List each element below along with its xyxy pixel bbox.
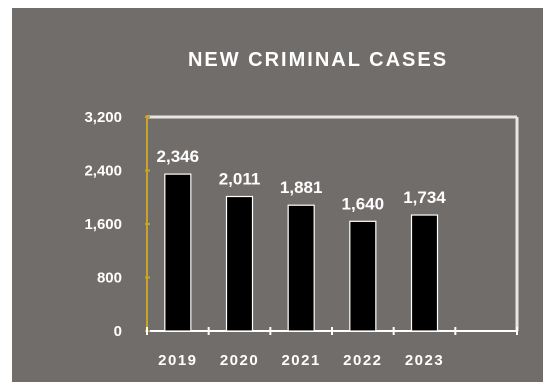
x-tick-label-2022: 2022 [343, 352, 382, 369]
x-tick-label-2020: 2020 [220, 352, 259, 369]
bar-2021 [287, 204, 315, 332]
y-tick-label: 0 [114, 323, 122, 340]
data-label-2023: 1,734 [403, 188, 446, 207]
data-label-2021: 1,881 [280, 178, 323, 197]
bar-2019 [164, 173, 192, 332]
y-tick-label: 1,600 [84, 216, 122, 233]
data-label-2019: 2,346 [157, 147, 200, 166]
bar-2022 [349, 220, 377, 332]
bar-chart: NEW CRIMINAL CASES 0 800 1,600 2,400 3,200 2… [84, 49, 519, 369]
x-axis-ticks: 2019 2020 2021 2022 2023 [146, 327, 518, 369]
chart-panel: NEW CRIMINAL CASES 0 800 1,600 2,400 3,200 2… [12, 8, 543, 382]
data-label-2020: 2,011 [219, 170, 261, 189]
y-axis-ticks: 0 800 1,600 2,400 3,200 [84, 109, 150, 340]
y-tick-label: 800 [97, 270, 122, 287]
x-tick-label-2021: 2021 [281, 352, 320, 369]
x-tick-label-2023: 2023 [405, 352, 444, 369]
plot-frame [146, 115, 519, 332]
bar-2023 [410, 214, 439, 332]
bars [164, 173, 439, 332]
data-labels: 2,346 2,011 1,881 1,640 1,734 [157, 147, 447, 213]
data-label-2022: 1,640 [342, 194, 385, 213]
y-tick-label: 2,400 [84, 163, 122, 180]
y-tick-label: 3,200 [84, 109, 122, 126]
x-tick-label-2019: 2019 [158, 352, 197, 369]
bar-2020 [225, 195, 254, 332]
chart-title: NEW CRIMINAL CASES [188, 49, 448, 71]
